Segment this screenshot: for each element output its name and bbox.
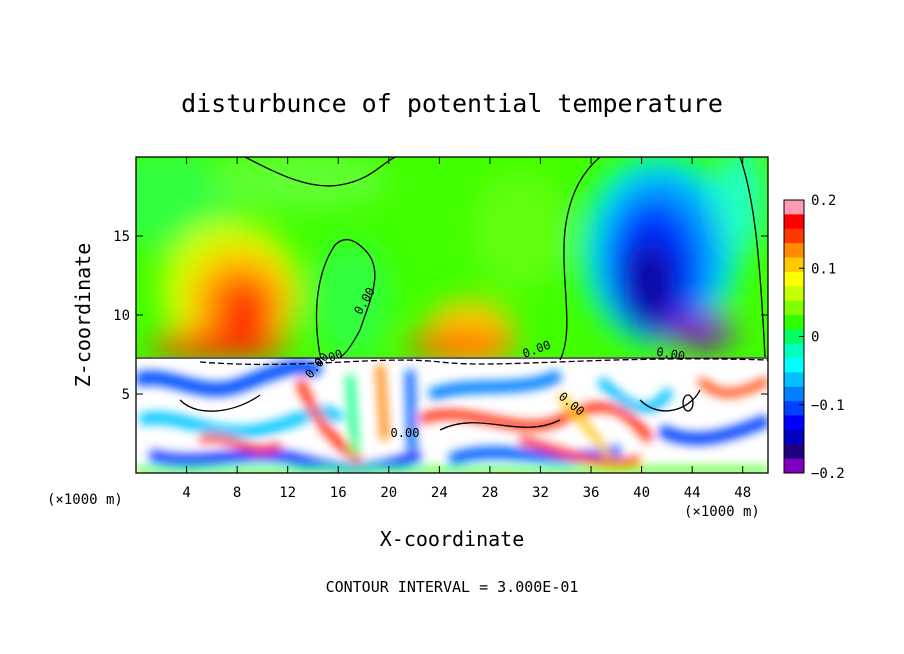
streak bbox=[136, 359, 324, 397]
field-blob bbox=[715, 157, 765, 255]
streak bbox=[405, 369, 417, 451]
x-tick-label: 44 bbox=[684, 485, 701, 501]
colorbar-tick-label: 0.2 bbox=[811, 193, 836, 209]
lower-streaks bbox=[136, 359, 768, 473]
contour-turb bbox=[179, 394, 261, 412]
x-tick-label: 4 bbox=[182, 485, 190, 501]
colorbar-segment bbox=[784, 429, 804, 445]
x-tick-label: 8 bbox=[233, 485, 241, 501]
colorbar-segment bbox=[784, 257, 804, 273]
streak bbox=[295, 378, 363, 464]
colorbar-segment bbox=[784, 329, 804, 345]
chart-title: disturbunce of potential temperature bbox=[181, 89, 723, 118]
x-tick-label: 20 bbox=[380, 485, 397, 501]
colorbar-segment bbox=[784, 228, 804, 244]
heatmap-field bbox=[136, 157, 768, 473]
streak bbox=[697, 376, 768, 398]
field-blob bbox=[405, 333, 515, 357]
colorbar-segment bbox=[784, 243, 804, 258]
colorbar-segment bbox=[784, 358, 804, 373]
contour-zero bbox=[315, 238, 376, 358]
colorbar-segment bbox=[784, 444, 804, 460]
x-tick-label: 48 bbox=[734, 485, 751, 501]
colorbar-tick-label: 0.1 bbox=[811, 261, 836, 277]
field-blob bbox=[150, 331, 290, 359]
x-tick-label: 24 bbox=[431, 485, 448, 501]
streak bbox=[447, 444, 622, 466]
streak bbox=[557, 392, 614, 462]
colorbar-segment bbox=[784, 401, 804, 417]
x-axis-label: X-coordinate bbox=[380, 527, 525, 551]
field-blob bbox=[210, 157, 390, 210]
colorbar-segment bbox=[784, 286, 804, 302]
colorbar-tick-label: −0.1 bbox=[811, 398, 845, 414]
contour-label: 0.00 bbox=[655, 345, 686, 364]
colorbar-segment bbox=[784, 343, 804, 359]
contour-zero bbox=[559, 157, 601, 361]
colorbar-segment bbox=[784, 214, 804, 230]
contour-turb bbox=[682, 394, 694, 412]
field-blob bbox=[223, 285, 267, 335]
colorbar-segment bbox=[784, 200, 804, 215]
colorbar-ticks: 0.2 0.1 0 −0.1 −0.2 bbox=[799, 193, 845, 482]
y-axis-ticks: 5 10 15 bbox=[113, 229, 768, 403]
contour-zero bbox=[244, 157, 396, 187]
x-axis-units: (×1000 m) bbox=[684, 504, 760, 520]
colorbar-segment bbox=[784, 415, 804, 431]
x-tick-label: 28 bbox=[481, 485, 498, 501]
colorbar-segment bbox=[784, 271, 804, 287]
field-blob bbox=[470, 170, 570, 290]
colorbar-segment bbox=[784, 458, 804, 474]
streak bbox=[148, 449, 423, 473]
colorbar-segment bbox=[784, 372, 804, 388]
x-tick-label: 32 bbox=[532, 485, 549, 501]
streak bbox=[198, 434, 282, 454]
x-tick-label: 12 bbox=[279, 485, 296, 501]
streak bbox=[427, 369, 563, 401]
x-axis-ticks: 4 8 12 16 20 24 28 32 36 40 44 48 bbox=[182, 157, 751, 501]
colorbar-segment bbox=[784, 300, 804, 316]
streak bbox=[596, 376, 675, 413]
contour-turb bbox=[639, 389, 701, 412]
field-blobs-upper bbox=[136, 157, 765, 370]
x-tick-label: 16 bbox=[330, 485, 347, 501]
colorbar-segment bbox=[784, 386, 804, 402]
contour-label: 0.00 bbox=[391, 426, 420, 440]
y-axis-units: (×1000 m) bbox=[47, 492, 123, 508]
streak bbox=[519, 436, 641, 467]
y-axis-label: Z-coordinate bbox=[71, 243, 95, 388]
contour-interval-note: CONTOUR INTERVAL = 3.000E-01 bbox=[326, 578, 579, 596]
contour-zero bbox=[739, 157, 766, 358]
x-tick-label: 40 bbox=[633, 485, 650, 501]
field-blob bbox=[310, 240, 390, 360]
y-tick-label: 15 bbox=[113, 229, 130, 245]
x-tick-label: 36 bbox=[583, 485, 600, 501]
streak bbox=[138, 405, 345, 439]
streak bbox=[346, 374, 359, 456]
contour-turb bbox=[439, 419, 561, 431]
streak bbox=[657, 414, 768, 445]
field-blob bbox=[625, 240, 675, 330]
y-tick-label: 10 bbox=[113, 308, 130, 324]
colorbar-tick-label: −0.2 bbox=[811, 466, 845, 482]
contour-surface bbox=[199, 358, 768, 366]
y-tick-label: 5 bbox=[122, 387, 130, 403]
field-blob bbox=[665, 312, 735, 348]
field-lower-layer bbox=[136, 357, 768, 473]
colorbar-tick-label: 0 bbox=[811, 330, 819, 346]
contour-lines bbox=[136, 157, 768, 431]
streak bbox=[376, 364, 389, 441]
colorbar-segment bbox=[784, 314, 804, 330]
